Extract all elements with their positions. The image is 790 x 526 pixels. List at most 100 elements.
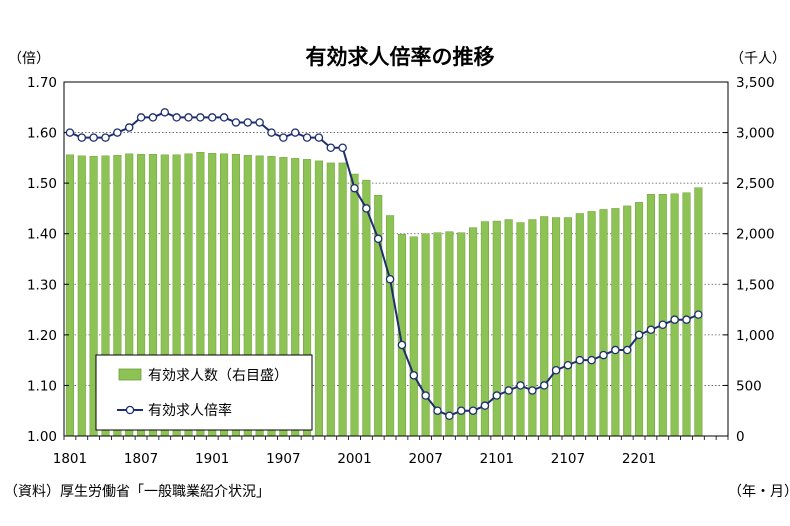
ratio-point <box>172 113 181 122</box>
chart-title: 有効求人倍率の推移 <box>306 45 495 69</box>
right-tick-label: 0 <box>736 429 745 445</box>
ratio-point <box>148 113 158 122</box>
bar <box>670 193 679 437</box>
bar <box>504 219 513 437</box>
right-tick-label: 2,000 <box>736 227 775 243</box>
ratio-point <box>89 133 98 142</box>
right-tick-label: 3,500 <box>736 75 775 91</box>
x-tick-label: 2101 <box>480 451 514 467</box>
ratio-point <box>302 133 312 142</box>
ratio-point <box>124 123 134 132</box>
ratio-point <box>599 350 608 360</box>
ratio-point <box>622 345 632 355</box>
ratio-point <box>433 406 442 415</box>
ratio-point <box>611 345 620 355</box>
ratio-point <box>255 118 264 127</box>
right-tick-label: 1,500 <box>736 277 775 293</box>
ratio-point <box>101 133 110 142</box>
bar <box>314 160 323 437</box>
ratio-point <box>207 113 217 122</box>
x-tick-label: 2201 <box>622 451 656 467</box>
left-axis-ticks: 1.00 1.10 1.20 1.30 1.40 1.50 1.60 1.70 <box>27 75 69 445</box>
ratio-point <box>184 113 193 122</box>
ratio-point <box>231 118 241 127</box>
x-unit-label: （年・月） <box>728 484 790 500</box>
legend-line-label: 有効求人倍率 <box>148 402 232 419</box>
bar <box>587 211 596 437</box>
bar <box>528 219 537 437</box>
legend-bar-swatch <box>118 368 142 381</box>
ratio-point <box>160 108 170 117</box>
bar <box>611 208 620 437</box>
bar <box>326 162 335 437</box>
ratio-point <box>290 128 300 137</box>
x-tick-label: 1801 <box>53 451 87 467</box>
ratio-point <box>492 391 502 400</box>
bar <box>540 216 549 437</box>
x-tick-label: 1907 <box>266 451 300 467</box>
ratio-point <box>456 406 466 415</box>
ratio-point <box>279 133 288 142</box>
bar <box>409 236 418 437</box>
ratio-point <box>587 355 596 365</box>
left-tick-label: 1.20 <box>27 328 57 344</box>
ratio-point <box>468 406 478 415</box>
ratio-point <box>350 183 359 193</box>
ratio-point <box>539 381 549 390</box>
ratio-point <box>528 386 537 395</box>
bar <box>599 209 608 437</box>
ratio-point <box>646 325 656 335</box>
right-axis-ticks: 0 500 1,000 1,500 2,000 2,500 3,000 3,500 <box>723 75 775 445</box>
bar <box>386 215 395 437</box>
ratio-point <box>65 128 75 137</box>
bar <box>338 162 347 437</box>
ratio-point <box>113 128 122 137</box>
bar <box>457 232 466 437</box>
bar <box>646 194 655 437</box>
ratio-point <box>196 113 205 122</box>
ratio-point <box>516 381 525 390</box>
left-unit-label: （倍） <box>8 51 50 67</box>
right-tick-label: 500 <box>736 378 762 394</box>
line-series <box>65 108 703 421</box>
left-tick-label: 1.10 <box>27 378 57 394</box>
bar <box>682 192 691 437</box>
ratio-point <box>326 143 336 152</box>
legend-bar-label: 有効求人数（右目盛） <box>148 368 288 384</box>
left-tick-label: 1.30 <box>27 277 57 293</box>
bar <box>350 173 359 437</box>
left-tick-label: 1.70 <box>27 75 57 91</box>
ratio-point <box>219 113 229 122</box>
legend: 有効求人数（右目盛） 有効求人倍率 <box>95 354 313 431</box>
ratio-point <box>362 204 371 213</box>
bar <box>552 217 561 437</box>
left-tick-label: 1.60 <box>27 126 57 142</box>
bar <box>623 205 632 437</box>
ratio-point <box>267 128 276 137</box>
ratio-point <box>373 234 383 244</box>
ratio-point <box>338 143 347 152</box>
ratio-point <box>77 133 87 142</box>
ratio-point <box>563 360 573 370</box>
ratio-point <box>385 274 395 284</box>
ratio-point <box>551 366 561 375</box>
legend-box <box>95 354 313 431</box>
ratio-point <box>682 315 691 324</box>
ratio-point <box>575 355 585 365</box>
ratio-point <box>409 371 419 380</box>
ratio-point <box>670 315 679 324</box>
bar-series <box>65 152 703 437</box>
x-tick-label: 1901 <box>195 451 229 467</box>
ratio-point <box>314 133 324 142</box>
right-unit-label: （千人） <box>730 51 786 67</box>
ratio-point <box>421 391 430 400</box>
right-tick-label: 3,000 <box>736 126 775 142</box>
ratio-point <box>634 330 644 340</box>
right-tick-label: 1,000 <box>736 328 775 344</box>
ratio-point <box>480 401 490 410</box>
left-tick-label: 1.50 <box>27 176 57 192</box>
left-tick-label: 1.00 <box>27 429 57 445</box>
x-tick-label: 2001 <box>337 451 371 467</box>
x-tick-label: 2007 <box>408 451 442 467</box>
